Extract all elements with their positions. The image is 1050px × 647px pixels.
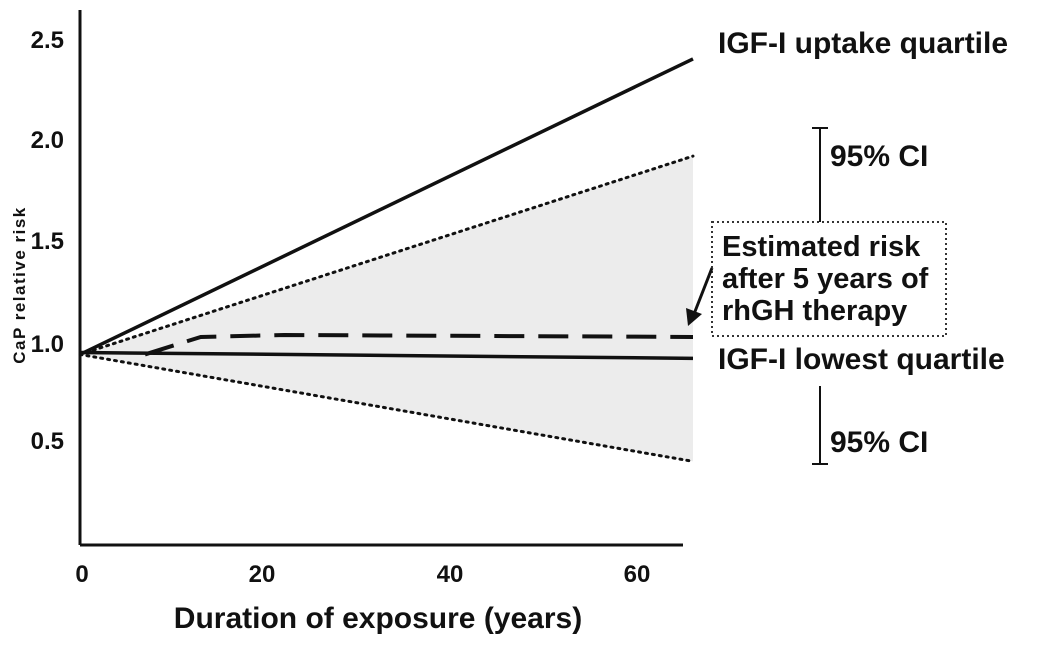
series-line-dashed-4 (144, 332, 694, 357)
x-tick-label: 60 (624, 561, 651, 588)
y-axis-title: CaP relative risk (10, 206, 29, 364)
y-tick-label: 2.0 (31, 127, 64, 154)
series-line-dotted-2 (78, 154, 695, 356)
estimated-risk-line-2: after 5 years of (722, 263, 929, 295)
estimated-risk-arrow (686, 267, 714, 326)
estimated-risk-line-3: rhGH therapy (722, 295, 907, 327)
x-axis-title: Duration of exposure (years) (174, 602, 582, 635)
x-tick-label: 40 (437, 561, 464, 588)
x-tick-label: 0 (75, 561, 88, 588)
series-line-solid-1 (79, 350, 694, 361)
ci-upper-label: 95% CI (830, 140, 928, 173)
ci-lower-label: 95% CI (830, 426, 928, 459)
y-tick-label: 1.0 (31, 331, 64, 358)
ci-upper-bracket (812, 127, 828, 222)
y-tick-label: 2.5 (31, 27, 64, 54)
x-tick-label: 20 (249, 561, 276, 588)
estimated-risk-line-1: Estimated risk (722, 231, 921, 263)
series-label-upper: IGF-I uptake quartile (718, 27, 1008, 60)
ci-lower-bracket (812, 386, 828, 465)
series-layer (78, 57, 695, 463)
ci-band-layer (80, 156, 693, 462)
ci-band (80, 156, 693, 462)
series-label-lower: IGF-I lowest quartile (718, 343, 1005, 376)
estimated-risk-box (711, 221, 947, 337)
series-line-dotted-3 (78, 352, 695, 463)
series-line-solid-0 (79, 57, 694, 357)
y-tick-label: 1.5 (31, 228, 64, 255)
y-tick-label: 0.5 (31, 428, 64, 455)
